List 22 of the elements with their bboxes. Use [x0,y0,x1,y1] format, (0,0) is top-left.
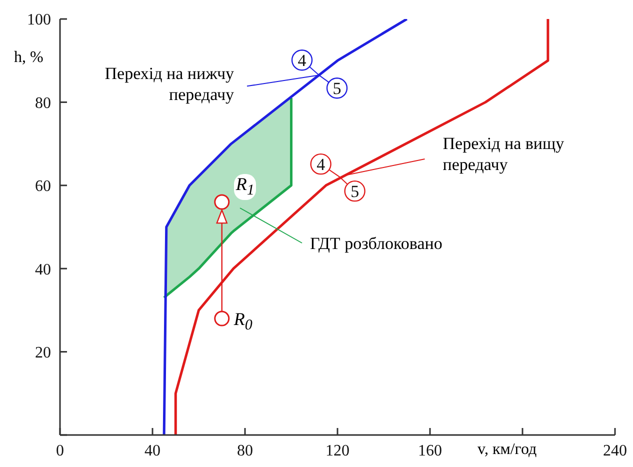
annotation: 4 [316,155,326,174]
y-tick-label: 80 [35,94,51,112]
annotation: R$_{0}$ [234,308,252,334]
annotation: Перехід на вищу передачу [442,134,564,174]
y-tick-label: 20 [35,344,51,362]
x-tick-label: 80 [237,442,253,460]
y-tick-label: 60 [35,178,51,196]
annotation: 5 [332,79,342,98]
annotation: Перехід на нижчу передачу [104,64,234,104]
x-tick-label: 240 [603,442,627,460]
annotation: 5 [350,182,360,202]
y-axis-title: h, % [14,48,44,66]
x-tick-label: 0 [56,442,64,460]
x-axis-title: v, км/год [478,441,537,458]
annotation: 4 [298,51,307,70]
annotation: R$_{1}$ [236,174,254,199]
y-tick-label: 100 [27,12,51,29]
x-tick-label: 160 [418,442,442,460]
annotation: ГДТ розблоковано [310,234,442,253]
x-tick-label: 40 [144,442,160,460]
y-tick-label: 40 [35,261,51,278]
x-tick-label: 120 [326,442,350,460]
